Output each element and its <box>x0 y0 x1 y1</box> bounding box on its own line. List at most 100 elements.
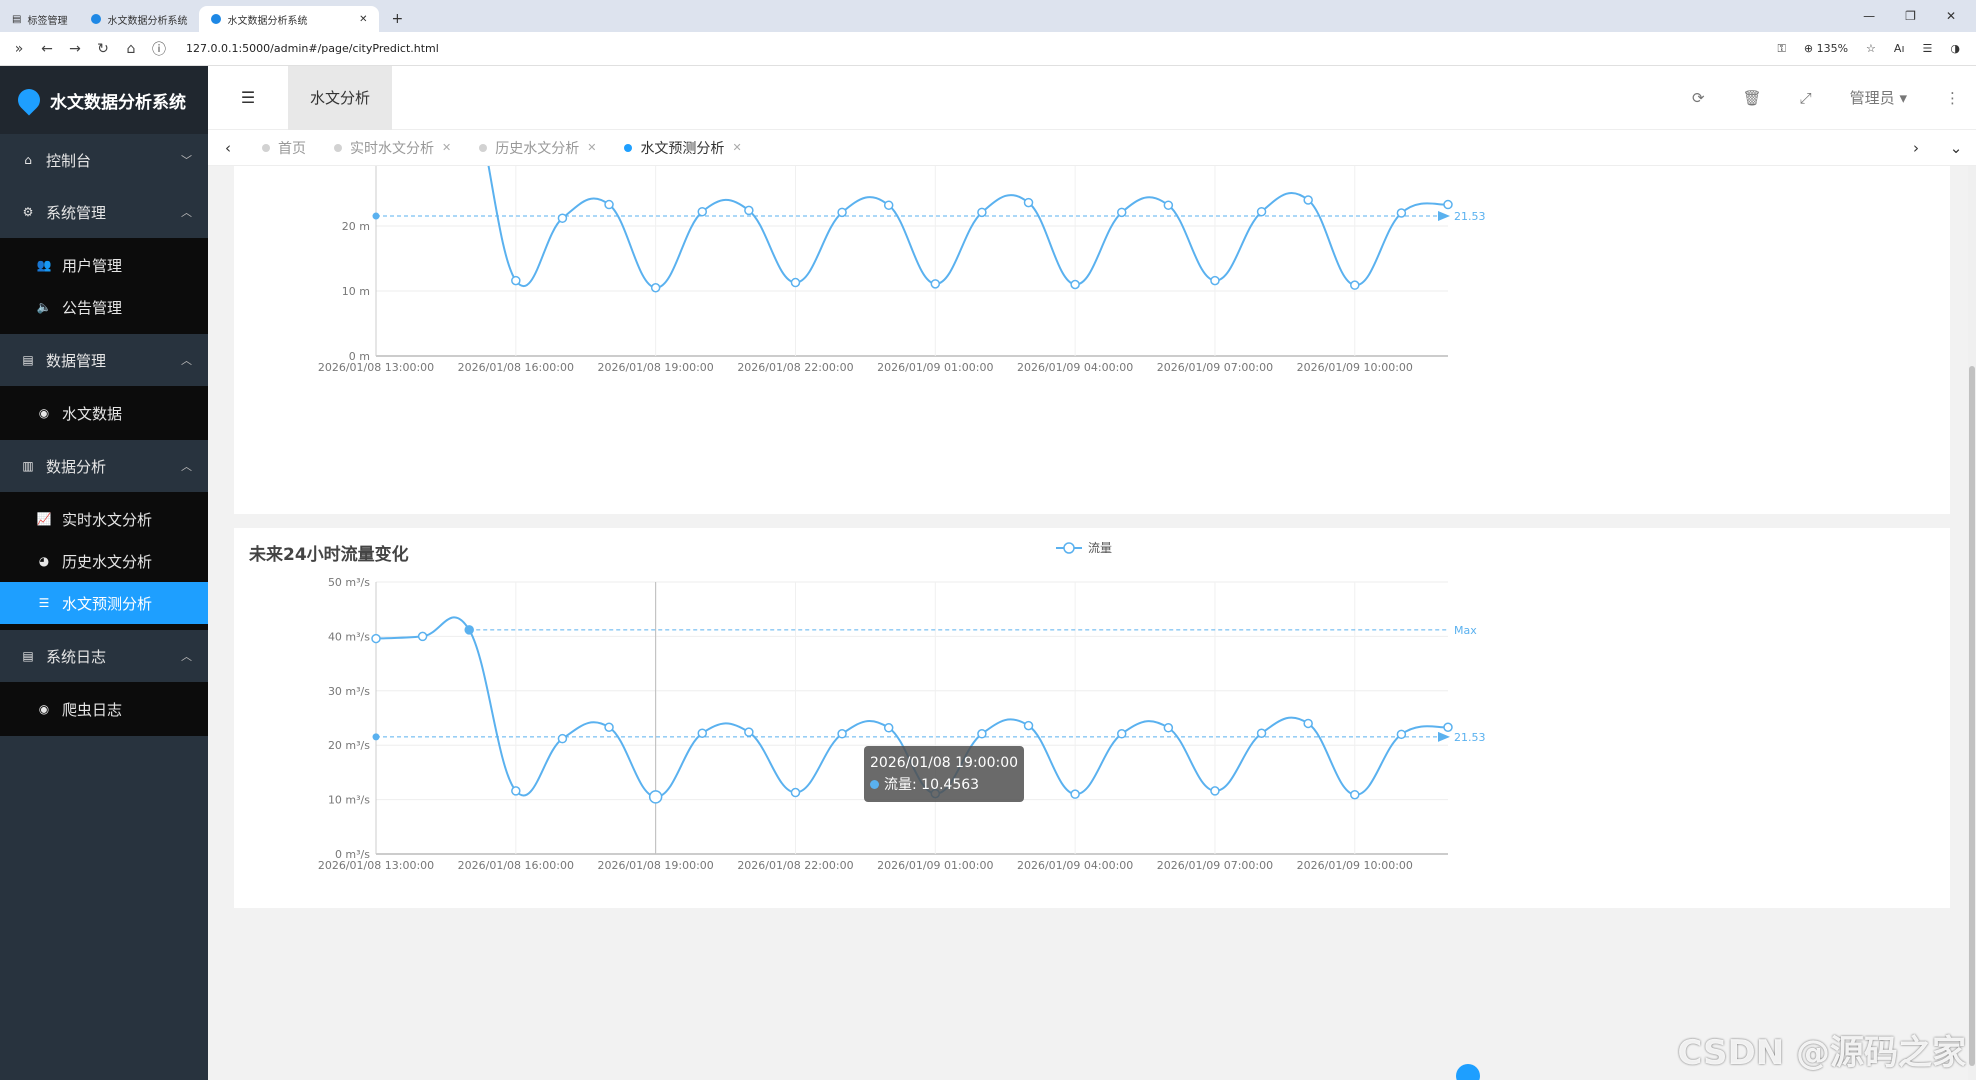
volume-icon: 🔈 <box>36 300 52 314</box>
scroll-thumb[interactable] <box>1969 366 1975 1066</box>
menu-collapse-icon[interactable]: ☰ <box>240 88 256 107</box>
y-tick-label: 40 m³/s <box>328 630 370 643</box>
sidebar-group-console[interactable]: ⌂ 控制台 ﹀ <box>0 134 208 186</box>
y-tick-label: 20 m³/s <box>328 739 370 752</box>
site-info-icon[interactable]: ⓘ <box>152 41 166 58</box>
close-tab-icon[interactable]: ✕ <box>732 141 742 154</box>
new-tab-button[interactable]: + <box>391 11 404 27</box>
home-icon: ⌂ <box>24 153 32 167</box>
data-point <box>557 733 568 744</box>
chart-legend[interactable]: 流量 <box>1056 539 1112 556</box>
data-point <box>1303 195 1313 205</box>
x-tick-label: 2026/01/09 07:00:00 <box>1157 859 1273 872</box>
submenu-logs: ◉ 爬虫日志 <box>0 682 208 736</box>
browser-tab-strip: ▤ 标签管理 水文数据分析系统 水文数据分析系统 ✕ + — ❐ ✕ <box>0 0 1976 32</box>
page-scrollbar[interactable] <box>1968 166 1976 1080</box>
tabs-scroll-left-icon[interactable]: ‹ <box>225 138 231 157</box>
sidebar-item-users[interactable]: 👥 用户管理 <box>36 256 123 275</box>
sidebar-group-analysis[interactable]: ▥ 数据分析 ︿ <box>0 440 208 492</box>
tabs-dropdown-icon[interactable]: ⌄ <box>1949 138 1963 157</box>
close-tab-icon[interactable]: ✕ <box>442 141 452 154</box>
fullscreen-icon[interactable]: ⤢ <box>1799 88 1812 107</box>
chevron-down-icon: ﹀ <box>181 154 192 167</box>
trash-icon[interactable]: 🗑 <box>1742 88 1762 107</box>
data-point <box>1350 280 1360 290</box>
data-point <box>1210 786 1220 796</box>
sidebar-item-hydro-data[interactable]: ◉ 水文数据 <box>0 392 208 434</box>
ai-button[interactable]: Aı <box>1893 41 1905 55</box>
y-tick-label: 0 m <box>349 350 370 363</box>
zoom-indicator[interactable]: ⊕ 135% <box>1803 41 1849 55</box>
extensions-icon[interactable]: ◑ <box>1950 41 1960 55</box>
x-tick-label: 2026/01/08 19:00:00 <box>597 859 713 872</box>
sidebar-group-logs[interactable]: ▤ 系统日志 ︿ <box>0 630 208 682</box>
sidebar-item-history[interactable]: ◕ 历史水文分析 <box>0 540 208 582</box>
sidebar-group-data[interactable]: ▤ 数据管理 ︿ <box>0 334 208 386</box>
collections-icon[interactable]: ☰ <box>1922 41 1933 55</box>
x-tick-label: 2026/01/09 01:00:00 <box>877 361 993 374</box>
tab-dot <box>624 143 633 152</box>
reload-icon[interactable]: ↻ <box>97 40 109 57</box>
browser-tab-tabs-manager[interactable]: ▤ 标签管理 <box>12 13 68 27</box>
tab-home[interactable]: 首页 <box>248 138 320 158</box>
close-tab-icon[interactable]: ✕ <box>587 141 597 154</box>
markline-arrow <box>1438 731 1450 742</box>
back-icon[interactable]: ← <box>41 40 53 57</box>
sidebar-item-predict[interactable]: ☰ 水文预测分析 <box>0 582 208 624</box>
tab-list-icon: ▤ <box>12 13 22 25</box>
data-point <box>1163 723 1174 733</box>
flow-chart[interactable]: 0 m³/s 10 m³/s 20 m³/s 30 m³/s 40 m³/s 50 m³/… <box>234 528 1950 908</box>
sidebar-item-crawler-log[interactable]: ◉ 爬虫日志 <box>0 688 208 730</box>
minimize-icon[interactable]: — <box>1863 9 1876 23</box>
data-point <box>1443 199 1453 210</box>
tab-history[interactable]: 历史水文分析 ✕ <box>465 138 610 158</box>
app-logo[interactable]: 水文数据分析系统 <box>0 66 208 134</box>
sidebar-item-realtime[interactable]: 📈 实时水文分析 <box>36 510 153 529</box>
close-tab-icon[interactable]: ✕ <box>359 13 368 25</box>
database-icon: ☰ <box>38 596 50 610</box>
data-point <box>1350 789 1360 800</box>
data-point <box>883 723 894 733</box>
header-tab-hydro-analysis[interactable]: 水文分析 <box>288 65 393 130</box>
data-point <box>1023 197 1034 208</box>
submenu-analysis: 📈 实时水文分析 ◕ 历史水文分析 ☰ 水文预测分析 <box>0 492 208 630</box>
chevron-up-icon: ︿ <box>181 650 192 663</box>
more-icon[interactable]: ⋮ <box>1945 88 1960 107</box>
data-point <box>464 625 474 635</box>
restore-icon[interactable]: ❐ <box>1905 9 1916 23</box>
tabs-scroll-right-icon[interactable]: › <box>1913 138 1919 157</box>
water-level-chart[interactable]: 0 m 10 m 20 m 30 m 2026/01/08 13:00:00 2026/0… <box>234 166 1950 514</box>
globe-icon: ◉ <box>38 406 50 420</box>
sidebar-group-system[interactable]: ⚙ 系统管理 ︿ <box>0 186 208 238</box>
tab-realtime[interactable]: 实时水文分析 ✕ <box>320 138 465 158</box>
favorite-star-icon[interactable]: ☆ <box>1866 41 1876 55</box>
tab-dot <box>334 143 342 152</box>
sidebar-item-announcements[interactable]: 🔈 公告管理 <box>36 298 123 317</box>
home-icon[interactable]: ⌂ <box>126 40 136 57</box>
y-tick-label: 0 m³/s <box>335 848 370 861</box>
average-label: 21.53 <box>1454 210 1486 223</box>
password-key-icon[interactable]: ⚿ <box>1777 41 1786 55</box>
bar-chart-icon: ▥ <box>22 459 34 473</box>
page-tabs: ‹ 首页 实时水文分析 ✕ 历史水文分析 ✕ 水文预测分析 ✕ › ⌄ <box>208 130 1976 166</box>
forward-icon[interactable]: → <box>69 40 81 57</box>
refresh-icon[interactable]: ⟳ <box>1692 88 1705 107</box>
series-line <box>487 166 1449 289</box>
browser-tab-2[interactable]: 水文数据分析系统 ✕ <box>199 6 380 32</box>
sidebar-toggle-icon[interactable]: » <box>14 40 24 57</box>
chart-card-flow: 未来24小时流量变化 流量 0 m³/s 10 m³/s 20 m³/s 30 m³/… <box>234 528 1950 908</box>
scroll-top-button[interactable] <box>1456 1064 1480 1080</box>
data-point <box>1443 722 1453 732</box>
user-menu[interactable]: 管理员 ▾ <box>1849 89 1907 107</box>
browser-tab-1[interactable]: 水文数据分析系统 <box>79 6 199 32</box>
close-window-icon[interactable]: ✕ <box>1945 9 1956 23</box>
markline-start-dot <box>372 212 380 220</box>
data-point <box>1210 275 1220 286</box>
x-tick-label: 2026/01/09 01:00:00 <box>877 859 993 872</box>
site-favicon-icon <box>91 14 102 24</box>
data-point <box>977 729 987 739</box>
data-point <box>1163 200 1174 210</box>
url-field[interactable]: 127.0.0.1:5000/admin#/page/cityPredict.h… <box>186 42 439 55</box>
y-tick-label: 50 m³/s <box>328 576 370 589</box>
tab-predict[interactable]: 水文预测分析 ✕ <box>610 138 755 158</box>
